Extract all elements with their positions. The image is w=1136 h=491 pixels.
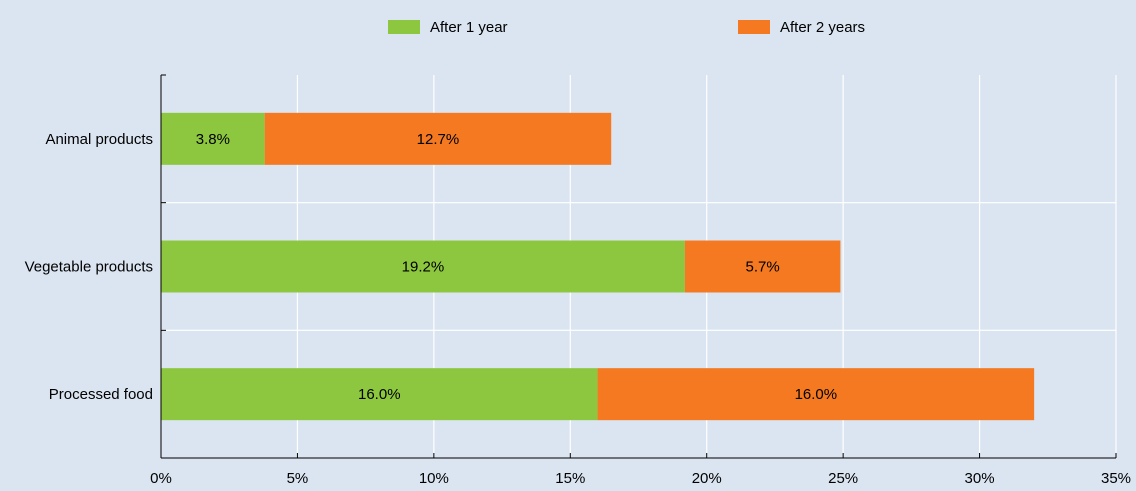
x-tick-label: 15% — [555, 470, 585, 487]
bar-after-2-years — [597, 368, 1035, 421]
category-label: Vegetable products — [25, 259, 153, 276]
bar-value-label: 3.8% — [196, 131, 230, 148]
legend-swatch — [738, 20, 770, 34]
axes: Animal products Vegetable products Process… — [25, 74, 1131, 487]
x-tick-label: 35% — [1101, 470, 1131, 487]
bar-after-1-year — [161, 240, 685, 293]
bars: 3.8% 12.7% 19.2% 5.7% 16.0% 16.0% — [161, 112, 1035, 421]
bar-after-1-year — [161, 368, 598, 421]
x-tick-label: 10% — [419, 470, 449, 487]
bar-after-2-years — [264, 112, 612, 165]
legend: After 1 year After 2 years — [388, 19, 865, 36]
legend-swatch — [388, 20, 420, 34]
x-tick-label: 5% — [287, 470, 309, 487]
bar-after-2-years — [684, 240, 841, 293]
legend-label: After 2 years — [780, 19, 865, 36]
x-tick-label: 0% — [150, 470, 172, 487]
category-label: Animal products — [45, 131, 153, 148]
x-tick-label: 25% — [828, 470, 858, 487]
x-tick-label: 30% — [965, 470, 995, 487]
x-tick-label: 20% — [692, 470, 722, 487]
bar-value-label: 19.2% — [402, 259, 445, 276]
bar-value-label: 16.0% — [358, 386, 401, 403]
category-label: Processed food — [49, 386, 153, 403]
bar-value-label: 5.7% — [746, 259, 780, 276]
bar-value-label: 12.7% — [417, 131, 460, 148]
legend-label: After 1 year — [430, 19, 508, 36]
bar-after-1-year — [161, 112, 265, 165]
bar-value-label: 16.0% — [795, 386, 838, 403]
